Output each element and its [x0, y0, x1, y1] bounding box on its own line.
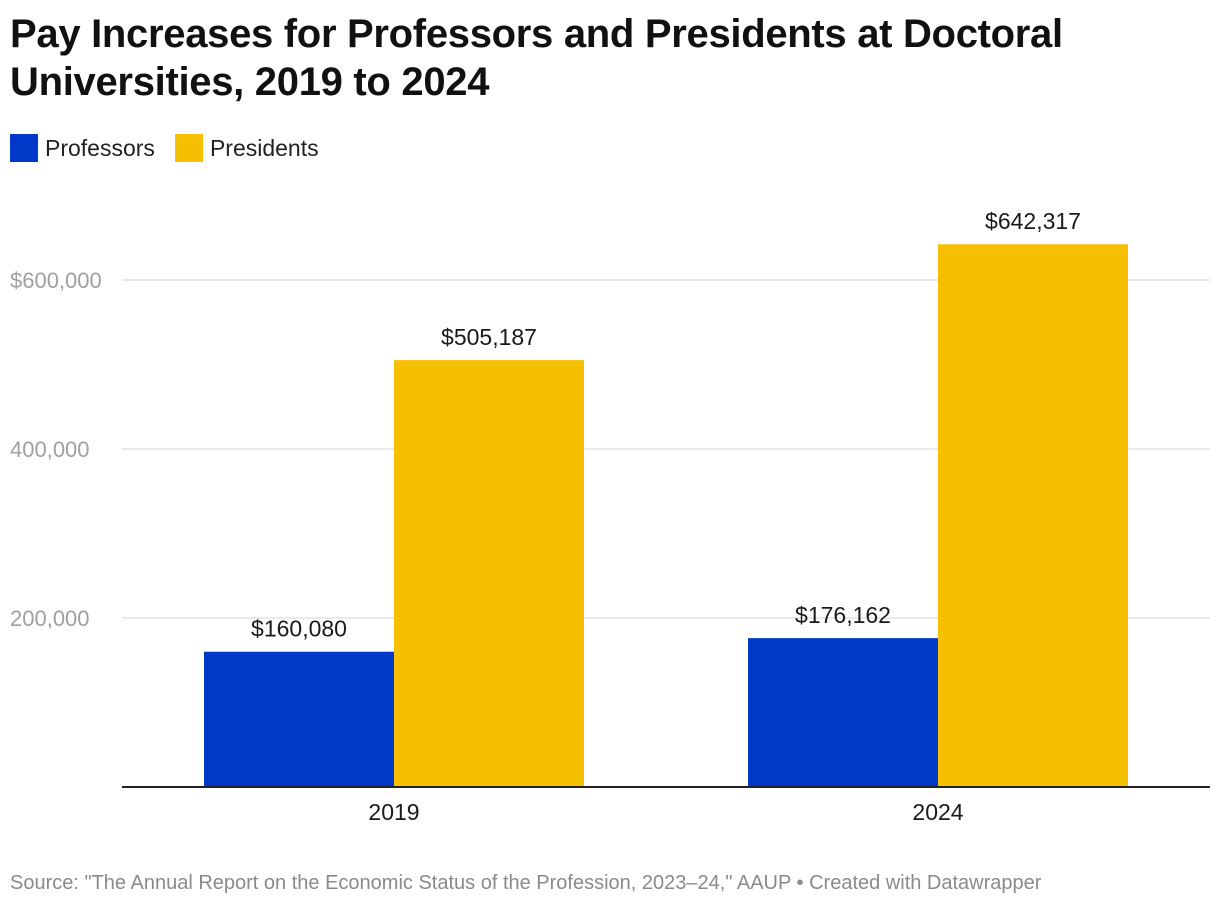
legend-item-presidents: Presidents [174, 134, 319, 162]
chart-title: Pay Increases for Professors and Preside… [10, 12, 1063, 104]
bar-professors-2024 [748, 638, 938, 787]
data-label-presidents-2024: $642,317 [985, 208, 1081, 234]
legend-swatch-presidents [174, 134, 203, 162]
x-tick-label: 2024 [912, 799, 963, 825]
data-label-professors-2019: $160,080 [251, 616, 347, 642]
legend: Professors Presidents [10, 133, 339, 163]
source-note: Source: "The Annual Report on the Econom… [10, 872, 1042, 894]
data-label-professors-2024: $176,162 [795, 602, 891, 628]
y-tick-label: 400,000 [10, 437, 90, 462]
bar-professors-2019 [204, 651, 394, 787]
legend-swatch-professors [10, 134, 38, 162]
legend-label-professors: Professors [45, 134, 155, 161]
bar-presidents-2019 [394, 360, 584, 787]
bar-presidents-2024 [938, 244, 1128, 788]
x-tick-label: 2019 [368, 799, 419, 825]
y-tick-label: $600,000 [10, 268, 102, 293]
legend-item-professors: Professors [10, 134, 155, 162]
y-tick-label: 200,000 [10, 606, 90, 631]
data-label-presidents-2019: $505,187 [441, 324, 537, 350]
legend-label-presidents: Presidents [209, 134, 319, 161]
